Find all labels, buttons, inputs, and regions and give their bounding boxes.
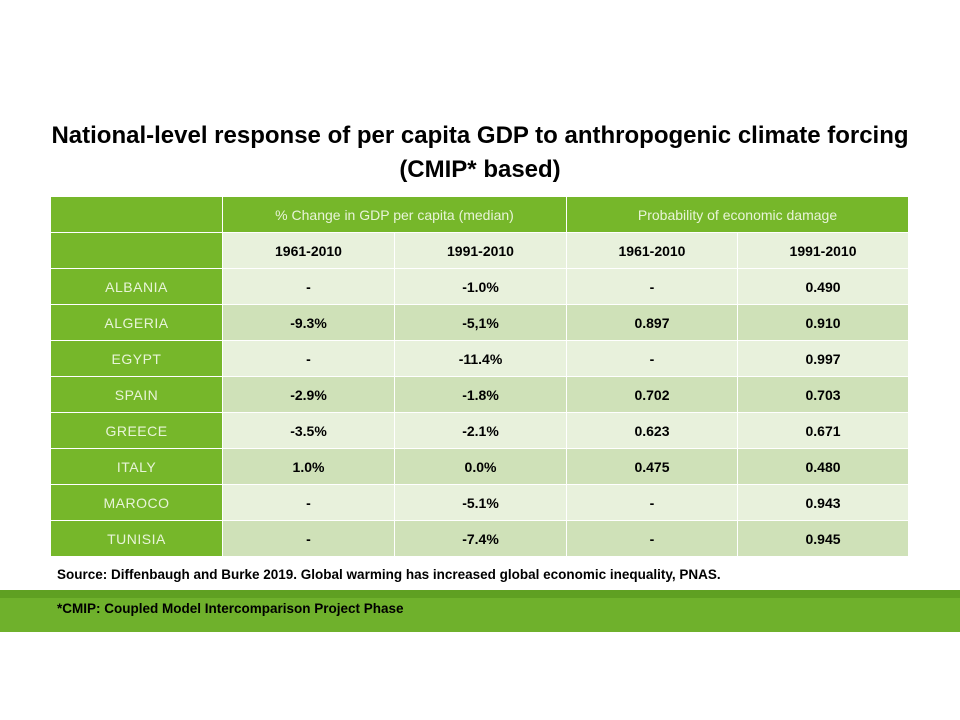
- table-group-header-row: % Change in GDP per capita (median) Prob…: [50, 196, 910, 233]
- table-row: SPAIN -2.9% -1.8% 0.702 0.703: [50, 376, 910, 413]
- header-period: 1991-2010: [736, 232, 910, 269]
- value-cell: -: [222, 484, 395, 521]
- header-corner-cell: [50, 196, 223, 233]
- country-cell: ALBANIA: [50, 268, 223, 305]
- value-cell: 0.0%: [394, 448, 567, 485]
- value-cell: 0.702: [566, 376, 738, 413]
- country-cell: MAROCO: [50, 484, 223, 521]
- country-cell: SPAIN: [50, 376, 223, 413]
- value-cell: -: [222, 520, 395, 557]
- value-cell: -11.4%: [394, 340, 567, 377]
- footer-stripe: [0, 590, 960, 598]
- gdp-response-table: % Change in GDP per capita (median) Prob…: [50, 196, 910, 557]
- value-cell: -1.0%: [394, 268, 567, 305]
- header-gdp-change: % Change in GDP per capita (median): [222, 196, 567, 233]
- slide-subtitle: (CMIP* based): [399, 156, 561, 183]
- value-cell: -: [566, 340, 738, 377]
- value-cell: -2.9%: [222, 376, 395, 413]
- value-cell: 0.945: [736, 520, 910, 557]
- value-cell: -5,1%: [394, 304, 567, 341]
- value-cell: 0.480: [736, 448, 910, 485]
- header-probability-damage: Probability of economic damage: [565, 196, 910, 233]
- value-cell: 0.623: [566, 412, 738, 449]
- country-cell: ALGERIA: [50, 304, 223, 341]
- value-cell: -: [566, 484, 738, 521]
- country-cell: ITALY: [50, 448, 223, 485]
- value-cell: -5.1%: [394, 484, 567, 521]
- value-cell: -3.5%: [222, 412, 395, 449]
- country-cell: GREECE: [50, 412, 223, 449]
- table-row: EGYPT - -11.4% -0.997: [50, 340, 910, 377]
- value-cell: 0.475: [566, 448, 738, 485]
- table-row: TUNISIA - -7.4% -0.945: [50, 520, 910, 557]
- country-cell: TUNISIA: [50, 520, 223, 557]
- value-cell: -9.3%: [222, 304, 395, 341]
- value-cell: -2.1%: [394, 412, 567, 449]
- value-cell: -: [566, 520, 738, 557]
- value-cell: -1.8%: [394, 376, 567, 413]
- table-period-header-row: 1961-2010 1991-2010 1961-2010 1991-2010: [50, 232, 910, 269]
- table-row: MAROCO - -5.1% -0.943: [50, 484, 910, 521]
- value-cell: -: [566, 268, 738, 305]
- table-row: ITALY 1.0% 0.0% 0.475 0.480: [50, 448, 910, 485]
- table-row: ALBANIA - -1.0% -0.490: [50, 268, 910, 305]
- value-cell: 0.997: [736, 340, 910, 377]
- value-cell: 0.703: [736, 376, 910, 413]
- header-period: 1961-2010: [566, 232, 738, 269]
- table-row: ALGERIA -9.3% -5,1% 0.897 0.910: [50, 304, 910, 341]
- value-cell: 0.910: [736, 304, 910, 341]
- header-period: 1961-2010: [222, 232, 395, 269]
- value-cell: 0.897: [566, 304, 738, 341]
- value-cell: 1.0%: [222, 448, 395, 485]
- country-cell: EGYPT: [50, 340, 223, 377]
- value-cell: -: [222, 268, 395, 305]
- table-row: GREECE -3.5% -2.1% 0.623 0.671: [50, 412, 910, 449]
- value-cell: 0.943: [736, 484, 910, 521]
- header-corner-cell: [50, 232, 223, 269]
- footer-band: [0, 590, 960, 632]
- value-cell: -: [222, 340, 395, 377]
- value-cell: 0.671: [736, 412, 910, 449]
- footnote: *CMIP: Coupled Model Intercomparison Pro…: [57, 601, 404, 616]
- header-period: 1991-2010: [394, 232, 567, 269]
- slide-title: National-level response of per capita GD…: [51, 122, 909, 149]
- source-citation: Source: Diffenbaugh and Burke 2019. Glob…: [57, 567, 721, 582]
- value-cell: 0.490: [736, 268, 910, 305]
- value-cell: -7.4%: [394, 520, 567, 557]
